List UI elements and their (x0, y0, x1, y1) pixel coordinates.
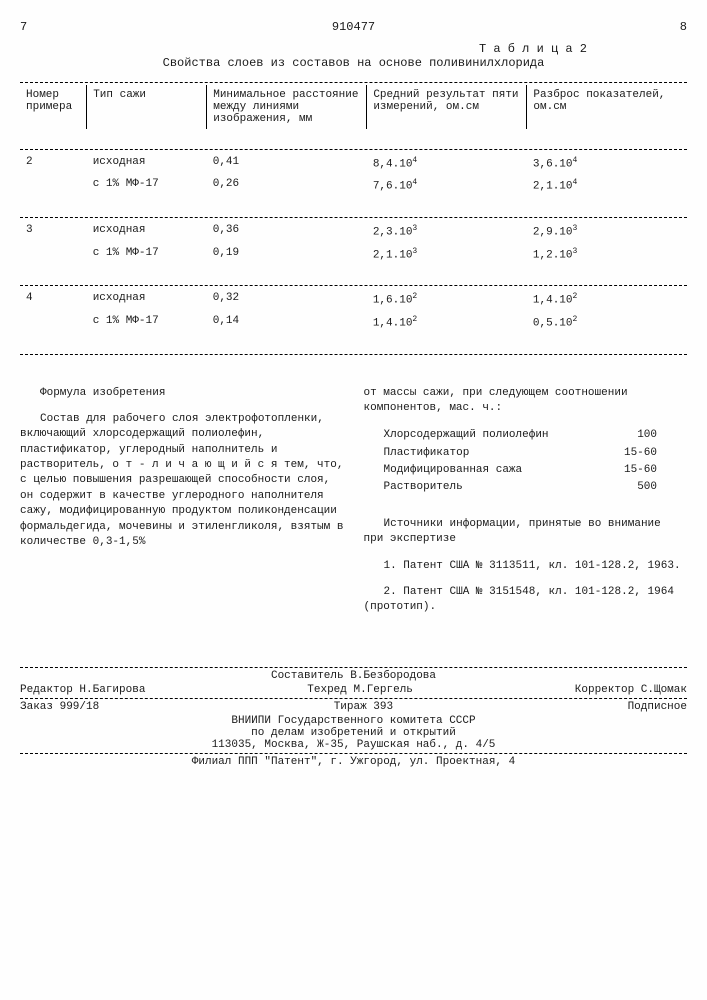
cell-type: с 1% МФ-17 (87, 243, 207, 266)
cell-spread: 2,1.104 (527, 174, 687, 197)
component-value: 15-60 (605, 445, 687, 462)
component-row: Модифицированная сажа15-60 (364, 462, 688, 479)
cell-dist: 0,32 (207, 288, 367, 311)
cell-spread: 2,9.103 (527, 220, 687, 243)
component-name: Растворитель (364, 479, 605, 496)
addr: 113035, Москва, Ж-35, Раушская наб., д. … (20, 739, 687, 751)
cell-type: исходная (87, 152, 207, 175)
cell-type: исходная (87, 288, 207, 311)
reference: 2. Патент США № 3151548, кл. 101-128.2, … (364, 585, 688, 616)
component-value: 100 (605, 427, 687, 444)
refs-heading: Источники информации, принятые во вниман… (364, 517, 688, 548)
cell-dist: 0,19 (207, 243, 367, 266)
th-num: Номер примера (20, 85, 87, 129)
cell-num (20, 174, 87, 197)
doc-number: 910477 (332, 20, 375, 34)
cell-type: с 1% МФ-17 (87, 174, 207, 197)
cell-num: 3 (20, 220, 87, 243)
component-name: Модифицированная сажа (364, 462, 605, 479)
cell-spread: 3,6.104 (527, 152, 687, 175)
th-dist: Минимальное расстояние между линиями изо… (207, 85, 367, 129)
component-row: Пластификатор15-60 (364, 445, 688, 462)
cell-num: 2 (20, 152, 87, 175)
cell-avg: 2,1.103 (367, 243, 527, 266)
cell-type: исходная (87, 220, 207, 243)
cell-num: 4 (20, 288, 87, 311)
divider (20, 354, 687, 355)
table-header-row: Номер примера Тип сажи Минимальное расст… (20, 85, 687, 129)
divider (20, 149, 687, 150)
credits-row: Редактор Н.Багирова Техред М.Гергель Кор… (20, 684, 687, 696)
table-row: 4исходная0,321,6.1021,4.102 с 1% МФ-170,1… (20, 288, 687, 333)
org2: по делам изобретений и открытий (20, 727, 687, 739)
cell-dist: 0,14 (207, 311, 367, 334)
table-body: 2исходная0,418,4.1043,6.104с 1% МФ-170,2… (20, 152, 687, 355)
references-list: 1. Патент США № 3113511, кл. 101-128.2, … (364, 559, 688, 616)
claim-right-column: от массы сажи, при следующем соотношении… (364, 375, 688, 627)
divider (20, 667, 687, 668)
cell-dist: 0,26 (207, 174, 367, 197)
cell-num (20, 311, 87, 334)
component-name: Пластификатор (364, 445, 605, 462)
tech: Техред М.Гергель (307, 684, 413, 696)
claim-text: Состав для рабочего слоя электрофотоплен… (20, 412, 344, 551)
data-table: Номер примера Тип сажи Минимальное расст… (20, 85, 687, 129)
table-title: Свойства слоев из составов на основе пол… (20, 56, 687, 72)
cell-spread: 1,2.103 (527, 243, 687, 266)
claim-heading: Формула изобретения (20, 386, 344, 401)
divider (20, 698, 687, 699)
component-row: Хлорсодержащий полиолефин100 (364, 427, 688, 444)
cell-avg: 1,6.102 (367, 288, 527, 311)
th-avg: Средний результат пяти измерений, ом.см (367, 85, 527, 129)
claims-section: Формула изобретения Состав для рабочего … (20, 375, 687, 627)
cell-avg: 8,4.104 (367, 152, 527, 175)
cell-dist: 0,41 (207, 152, 367, 175)
cell-type: с 1% МФ-17 (87, 311, 207, 334)
th-type: Тип сажи (87, 85, 207, 129)
divider (20, 285, 687, 286)
page-right: 8 (680, 20, 687, 34)
circulation: Тираж 393 (334, 701, 393, 713)
cell-avg: 7,6.104 (367, 174, 527, 197)
footer: Составитель В.Безбородова Редактор Н.Баг… (20, 667, 687, 768)
cell-spread: 1,4.102 (527, 288, 687, 311)
table-row: 3исходная0,362,3.1032,9.103 с 1% МФ-170,1… (20, 220, 687, 265)
claim-right-intro: от массы сажи, при следующем соотношении… (364, 386, 688, 417)
divider (20, 82, 687, 83)
table-row: 2исходная0,418,4.1043,6.104 с 1% МФ-170,2… (20, 152, 687, 197)
divider (20, 753, 687, 754)
sub: Подписное (628, 701, 687, 713)
editor: Редактор Н.Багирова (20, 684, 145, 696)
table-label: Т а б л и ц а 2 (20, 42, 687, 56)
order: Заказ 999/18 (20, 701, 99, 713)
page-header: 7 910477 8 (20, 20, 687, 34)
order-row: Заказ 999/18 Тираж 393 Подписное (20, 701, 687, 713)
component-value: 15-60 (605, 462, 687, 479)
component-value: 500 (605, 479, 687, 496)
component-name: Хлорсодержащий полиолефин (364, 427, 605, 444)
th-spread: Разброс показателей, ом.см (527, 85, 687, 129)
claim-left-column: Формула изобретения Состав для рабочего … (20, 375, 344, 627)
cell-dist: 0,36 (207, 220, 367, 243)
divider (20, 217, 687, 218)
cell-spread: 0,5.102 (527, 311, 687, 334)
components-table: Хлорсодержащий полиолефин100Пластификато… (364, 427, 688, 497)
branch: Филиал ППП "Патент", г. Ужгород, ул. Про… (20, 756, 687, 768)
cell-avg: 1,4.102 (367, 311, 527, 334)
reference: 1. Патент США № 3113511, кл. 101-128.2, … (364, 559, 688, 574)
corrector: Корректор С.Щомак (575, 684, 687, 696)
org1: ВНИИПИ Государственного комитета СССР (20, 715, 687, 727)
page-left: 7 (20, 20, 27, 34)
cell-avg: 2,3.103 (367, 220, 527, 243)
compiler: Составитель В.Безбородова (20, 670, 687, 682)
component-row: Растворитель500 (364, 479, 688, 496)
cell-num (20, 243, 87, 266)
